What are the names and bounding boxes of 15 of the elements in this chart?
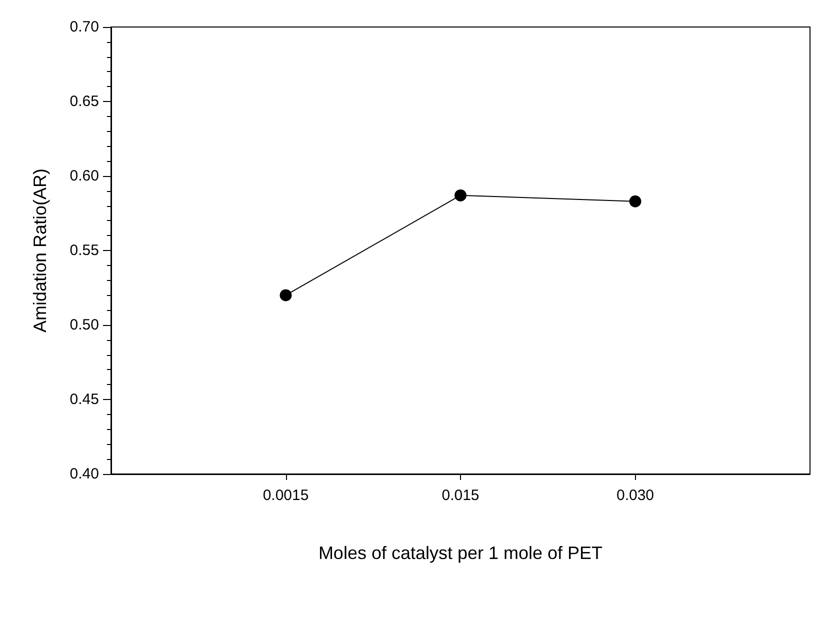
- x-tick-label: 0.030: [616, 487, 654, 504]
- point: [454, 189, 466, 202]
- y-axis-title: Amidation Ratio(AR): [30, 168, 50, 333]
- point: [629, 195, 642, 208]
- y-tick-label: 0.40: [70, 466, 99, 482]
- y-tick-label: 0.55: [70, 242, 99, 259]
- y-tick-label: 0.60: [70, 168, 99, 184]
- x-axis-title: Moles of catalyst per 1 mole of PET: [318, 543, 603, 563]
- y-tick-label: 0.65: [70, 93, 99, 110]
- x-tick-label: 0.015: [442, 487, 480, 504]
- point: [280, 289, 292, 302]
- y-tick-label: 0.50: [70, 316, 99, 334]
- y-tick-label: 0.45: [70, 391, 99, 408]
- x-tick-label: 0.0015: [262, 487, 309, 504]
- y-tick-label: 0.70: [70, 18, 99, 36]
